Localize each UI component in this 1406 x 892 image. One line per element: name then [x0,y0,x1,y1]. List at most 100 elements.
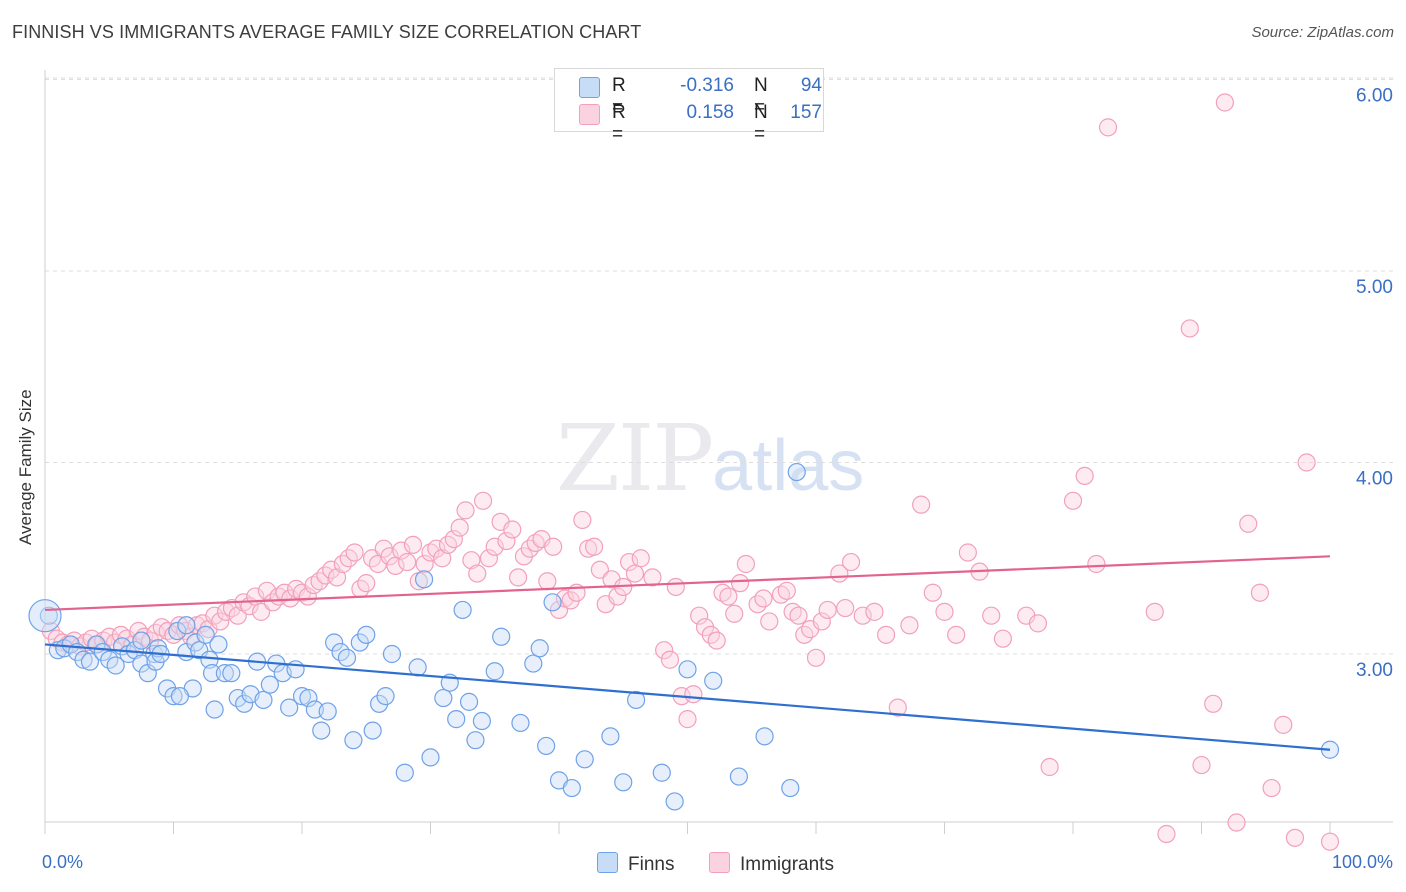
data-point [754,589,773,608]
data-point [164,687,183,706]
data-point [345,543,364,562]
data-point [403,535,423,554]
data-point [853,606,872,625]
data-point [993,629,1013,648]
finns-legend-label: Finns [628,854,675,875]
grid-lines [45,77,1393,655]
data-point [209,635,228,654]
immigrants-trend-line [44,555,1331,612]
data-point [575,750,594,769]
data-point [257,581,277,600]
data-point [584,537,604,556]
legend-n-label: N = [754,102,768,145]
legend-r-label: R = [612,102,626,145]
y-tick-label: 4.00 [1356,469,1393,490]
finns-swatch [579,77,600,98]
data-point [1320,832,1340,851]
data-point [760,612,779,631]
data-point [678,660,697,679]
data-point [228,606,247,625]
data-point [298,587,317,606]
data-point [434,688,453,708]
data-point [433,549,452,568]
data-point [1075,466,1094,486]
finns-points [28,462,1340,811]
data-point [812,612,831,631]
data-point [205,700,224,719]
data-point [590,560,609,579]
data-point [1028,614,1048,633]
data-point [1227,813,1246,832]
data-point [818,600,837,620]
data-point [841,552,861,572]
y-tick-labels: 3.00 4.00 5.00 6.00 [1356,86,1393,682]
data-point [729,767,749,786]
data-point [684,685,703,704]
data-point [485,662,504,681]
data-point [982,606,1001,625]
data-point [177,616,196,635]
data-point [665,792,684,811]
data-point [492,627,511,646]
legend-n-label: N = [754,75,768,118]
chart-title: FINNISH VS IMMIGRANTS AVERAGE FAMILY SIZ… [12,22,642,42]
data-point [704,671,723,690]
source-label: Source: ZipAtlas.com [1251,24,1394,41]
axes [44,70,1393,834]
data-point [1040,757,1059,777]
legend-n-value: 94 [800,75,822,96]
data-point [106,656,125,675]
data-point [1250,583,1270,602]
data-point [235,694,254,713]
data-point [736,554,756,574]
data-point [935,602,954,621]
data-point [472,711,491,731]
data-point [544,537,563,556]
legend-r-label: R = [612,75,626,118]
data-point [503,520,522,539]
stats-legend: R = -0.316 N = 94 R = 0.158 N = 157 [554,68,824,145]
data-point-large [28,599,62,633]
data-point [421,748,440,767]
data-point [344,731,363,750]
data-point [398,552,417,572]
x-tick-max: 100.0% [1331,852,1393,872]
finns-legend-swatch [597,852,618,873]
data-point [168,621,187,641]
data-point [1285,828,1305,847]
watermark-atlas: atlas [712,426,865,506]
data-point [466,731,485,750]
immigrants-legend-swatch [709,852,730,873]
data-point [327,568,347,587]
data-point [299,688,318,708]
data-point [573,510,592,530]
data-point [509,568,528,587]
data-point [450,518,469,537]
data-point [1204,694,1223,713]
watermark: ZIPatlas [556,405,864,512]
data-point [1192,755,1211,775]
watermark-zip: ZIP [556,405,714,512]
data-point [947,625,966,644]
data-point [1262,778,1281,798]
data-point [497,531,516,551]
data-point [655,641,674,660]
y-tick-label: 6.00 [1356,86,1393,107]
data-point [958,543,977,562]
data-point [1098,118,1118,137]
data-point [453,600,472,620]
data-point [376,687,395,706]
x-tick-min: 0.0% [42,852,84,872]
data-point [292,687,312,706]
data-point [524,654,543,673]
data-point [755,727,774,746]
data-point [427,539,446,558]
data-point [200,650,219,669]
data-point [730,574,750,593]
data-point [643,568,662,587]
trend-lines [44,555,1331,751]
data-point [357,625,376,644]
data-point [444,529,463,549]
y-tick-label: 3.00 [1356,660,1393,681]
data-point [395,763,414,782]
